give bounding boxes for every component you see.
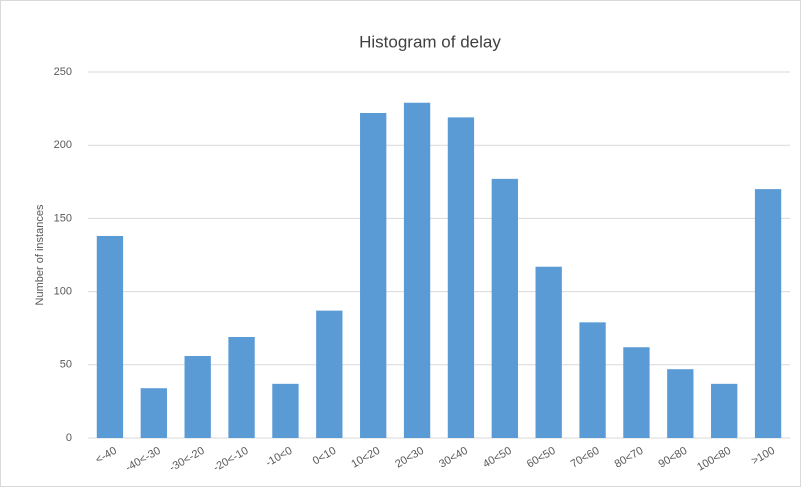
bar [667, 369, 694, 438]
bar [96, 235, 124, 438]
bar [272, 383, 299, 438]
bar [711, 383, 738, 438]
y-tick-label: 0 [66, 432, 72, 444]
bar [360, 112, 387, 438]
bar [316, 310, 343, 438]
y-tick-label: 150 [54, 212, 72, 224]
y-axis-label: Number of instances [34, 204, 46, 305]
bar [184, 356, 211, 438]
bar [140, 388, 167, 438]
y-tick-label: 50 [60, 359, 72, 371]
bar [491, 178, 518, 438]
bar [579, 322, 606, 438]
bar [535, 266, 562, 438]
bar [228, 336, 255, 438]
bar [623, 347, 650, 438]
y-tick-label: 200 [54, 139, 72, 151]
bar [403, 102, 431, 438]
y-tick-label: 250 [54, 66, 72, 78]
bar [754, 189, 782, 438]
bar [447, 117, 475, 438]
chart-title: Histogram of delay [359, 32, 501, 51]
y-tick-label: 100 [54, 286, 72, 298]
